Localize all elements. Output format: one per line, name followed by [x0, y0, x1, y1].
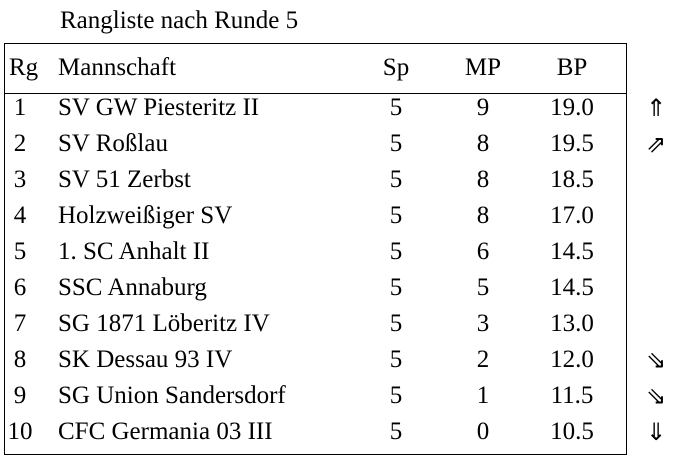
table-row: 10 CFC Germania 03 III 5 0 10.5 ⇓ [0, 414, 699, 450]
games-cell: 5 [389, 346, 403, 373]
games-cell: 5 [389, 382, 403, 409]
table-header-row: Rg Mannschaft Sp MP BP [0, 50, 699, 86]
match-points-cell: 6 [476, 238, 490, 265]
table-row: 2 SV Roßlau 5 8 19.5 ⇗ [0, 126, 699, 162]
header-rank: Rg [9, 54, 39, 81]
rank-cell: 6 [13, 274, 27, 301]
board-points-cell: 10.5 [550, 418, 594, 445]
rank-cell: 5 [13, 238, 27, 265]
header-team: Mannschaft [58, 54, 177, 81]
games-cell: 5 [389, 310, 403, 337]
match-points-cell: 1 [476, 382, 490, 409]
rank-cell: 7 [13, 310, 27, 337]
team-cell: SG Union Sandersdorf [58, 382, 286, 409]
board-points-cell: 18.5 [550, 166, 594, 193]
match-points-cell: 8 [476, 166, 490, 193]
double-arrow-down-right-icon: ⇘ [645, 346, 667, 374]
rank-cell: 8 [13, 346, 27, 373]
double-arrow-down-icon: ⇓ [645, 418, 667, 446]
games-cell: 5 [389, 418, 403, 445]
match-points-cell: 0 [476, 418, 490, 445]
board-points-cell: 17.0 [550, 202, 594, 229]
rank-cell: 9 [13, 382, 27, 409]
header-divider [5, 93, 626, 94]
team-cell: SV Roßlau [58, 130, 168, 157]
standings-table [4, 43, 627, 455]
games-cell: 5 [389, 166, 403, 193]
table-row: 1 SV GW Piesteritz II 5 9 19.0 ⇑ [0, 90, 699, 126]
team-cell: 1. SC Anhalt II [58, 238, 210, 265]
table-row: 8 SK Dessau 93 IV 5 2 12.0 ⇘ [0, 342, 699, 378]
table-row: 7 SG 1871 Löberitz IV 5 3 13.0 [0, 306, 699, 342]
rank-cell: 1 [13, 94, 27, 121]
header-board-points: BP [556, 54, 588, 81]
header-match-points: MP [464, 54, 502, 81]
table-row: 4 Holzweißiger SV 5 8 17.0 [0, 198, 699, 234]
games-cell: 5 [389, 130, 403, 157]
header-games: Sp [382, 54, 410, 81]
team-cell: CFC Germania 03 III [58, 418, 273, 445]
match-points-cell: 2 [476, 346, 490, 373]
board-points-cell: 12.0 [550, 346, 594, 373]
match-points-cell: 8 [476, 130, 490, 157]
board-points-cell: 19.0 [550, 94, 594, 121]
table-row: 3 SV 51 Zerbst 5 8 18.5 [0, 162, 699, 198]
table-row: 5 1. SC Anhalt II 5 6 14.5 [0, 234, 699, 270]
table-row: 6 SSC Annaburg 5 5 14.5 [0, 270, 699, 306]
rank-cell: 2 [13, 130, 27, 157]
rank-cell: 10 [7, 418, 33, 445]
games-cell: 5 [389, 238, 403, 265]
rank-cell: 3 [13, 166, 27, 193]
games-cell: 5 [389, 94, 403, 121]
page-title: Rangliste nach Runde 5 [60, 7, 299, 34]
board-points-cell: 14.5 [550, 238, 594, 265]
double-arrow-up-right-icon: ⇗ [645, 130, 667, 158]
table-row: 9 SG Union Sandersdorf 5 1 11.5 ⇘ [0, 378, 699, 414]
match-points-cell: 8 [476, 202, 490, 229]
team-cell: SK Dessau 93 IV [58, 346, 233, 373]
games-cell: 5 [389, 274, 403, 301]
double-arrow-up-icon: ⇑ [645, 94, 667, 122]
match-points-cell: 5 [476, 274, 490, 301]
board-points-cell: 14.5 [550, 274, 594, 301]
rank-cell: 4 [13, 202, 27, 229]
games-cell: 5 [389, 202, 403, 229]
board-points-cell: 19.5 [550, 130, 594, 157]
match-points-cell: 3 [476, 310, 490, 337]
board-points-cell: 11.5 [550, 382, 594, 409]
team-cell: Holzweißiger SV [58, 202, 233, 229]
match-points-cell: 9 [476, 94, 490, 121]
team-cell: SSC Annaburg [58, 274, 207, 301]
double-arrow-down-right-icon: ⇘ [645, 382, 667, 410]
team-cell: SG 1871 Löberitz IV [58, 310, 270, 337]
team-cell: SV GW Piesteritz II [58, 94, 260, 121]
team-cell: SV 51 Zerbst [58, 166, 191, 193]
board-points-cell: 13.0 [550, 310, 594, 337]
